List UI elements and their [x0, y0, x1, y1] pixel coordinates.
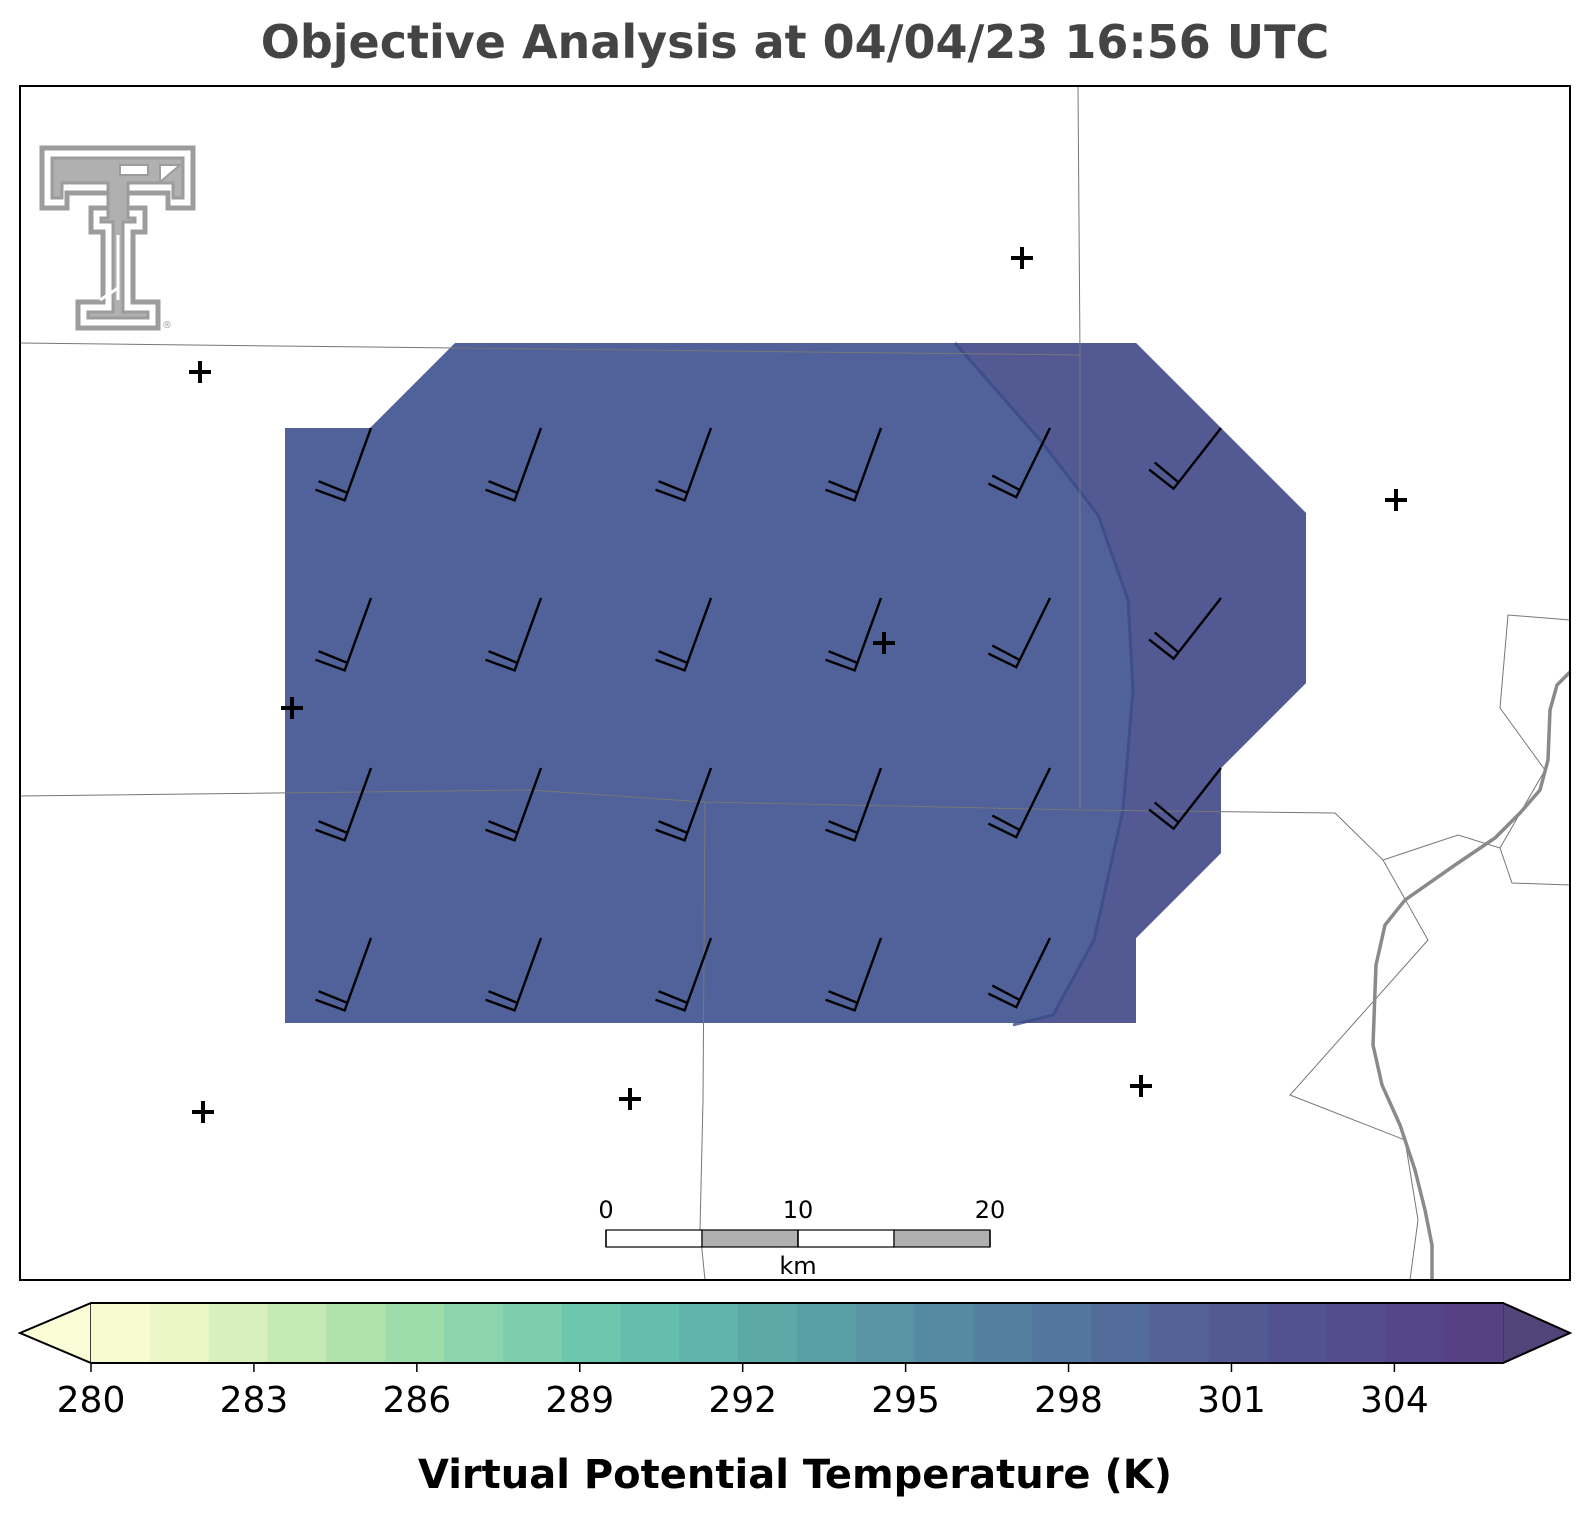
wind-barb-icon: [655, 937, 713, 1012]
colorbar-segment: [1267, 1303, 1328, 1363]
colorbar-segment: [1150, 1303, 1210, 1363]
plus-marker-icon: [189, 361, 211, 383]
colorbar-under-arrow: [18, 1301, 92, 1365]
colorbar-segment: [326, 1303, 386, 1363]
county-boundaries: [20, 86, 1570, 1280]
colorbar-segments: [91, 1303, 1504, 1363]
plus-marker-icon: [281, 697, 303, 719]
colorbar-segment: [561, 1303, 622, 1363]
logo-registered-mark: ®: [162, 320, 172, 331]
colorbar-segment: [208, 1303, 269, 1363]
colorbar-segment: [797, 1303, 857, 1363]
map-panel[interactable]: [20, 86, 1570, 1280]
colorbar-tick-label: 304: [1360, 1380, 1429, 1421]
wind-barb-icon: [1148, 767, 1222, 831]
colorbar-segment: [679, 1303, 739, 1363]
colorbar-segment: [1444, 1303, 1504, 1363]
plus-marker-icon: [619, 1088, 641, 1110]
wind-barb-icon: [825, 767, 883, 842]
wind-barb-icon: [655, 767, 713, 842]
colorbar-segment: [914, 1303, 975, 1363]
scale-label-10: 10: [783, 1196, 814, 1224]
wind-barb-icon: [987, 937, 1052, 1009]
colorbar-segment: [91, 1303, 151, 1363]
contour-line: [953, 342, 1135, 1027]
colorbar-segment: [267, 1303, 327, 1363]
scale-unit: km: [779, 1252, 816, 1280]
wind-barb-icon: [825, 427, 883, 502]
colorbar-segment: [738, 1303, 798, 1363]
colorbar-segment: [1032, 1303, 1092, 1363]
analysis-field-east: [955, 343, 1306, 1023]
wind-barb-icon: [485, 937, 543, 1012]
colorbar: 280 283 286 289 292 295 298 301 304 Virtual Pote…: [17, 1301, 1573, 1498]
analysis-field-main: [285, 343, 1306, 1023]
colorbar-tick-label: 283: [220, 1380, 289, 1421]
wind-barb-icon: [1148, 597, 1222, 661]
colorbar-tick-label: 289: [545, 1380, 614, 1421]
wind-barb-icon: [825, 597, 883, 672]
colorbar-ticks: 280 283 286 289 292 295 298 301 304: [57, 1363, 1429, 1421]
wind-barb-icon: [987, 427, 1052, 499]
wind-barb-icon: [655, 427, 713, 502]
colorbar-over-arrow: [1502, 1301, 1572, 1365]
scale-bar: 0 10 20 km: [598, 1196, 1005, 1280]
wind-barb-icon: [315, 937, 373, 1012]
colorbar-segment: [620, 1303, 680, 1363]
wind-barb-icon: [987, 767, 1052, 839]
colorbar-segment: [502, 1303, 563, 1363]
colorbar-segment: [1208, 1303, 1269, 1363]
plus-marker-icon: [1130, 1075, 1152, 1097]
wind-barb-icon: [1148, 427, 1222, 491]
colorbar-tick-label: 292: [708, 1380, 777, 1421]
colorbar-label: Virtual Potential Temperature (K): [418, 1452, 1172, 1498]
scale-label-0: 0: [598, 1196, 613, 1224]
plus-marker-icon: [1385, 489, 1407, 511]
wind-barb-icon: [315, 427, 373, 502]
wind-barb-icon: [485, 427, 543, 502]
colorbar-segment: [149, 1303, 210, 1363]
wind-barb-icon: [315, 767, 373, 842]
colorbar-segment: [1385, 1303, 1445, 1363]
river: [1371, 670, 1570, 1280]
colorbar-segment: [385, 1303, 445, 1363]
texas-tech-logo-icon: ®: [39, 145, 196, 331]
scale-label-20: 20: [975, 1196, 1006, 1224]
colorbar-tick-label: 301: [1197, 1380, 1266, 1421]
colorbar-tick-label: 295: [871, 1380, 940, 1421]
wind-barb-icon: [315, 597, 373, 672]
colorbar-segment: [855, 1303, 916, 1363]
colorbar-segment: [1326, 1303, 1386, 1363]
wind-barb-icon: [825, 937, 883, 1012]
wind-barb-icon: [485, 767, 543, 842]
plus-marker-icon: [873, 632, 895, 654]
plus-marker-icon: [1011, 247, 1033, 269]
map-title: Objective Analysis at 04/04/23 16:56 UTC: [261, 15, 1330, 69]
colorbar-tick-label: 280: [57, 1380, 126, 1421]
colorbar-segment: [444, 1303, 504, 1363]
colorbar-segment: [1091, 1303, 1151, 1363]
wind-barb-icon: [655, 597, 713, 672]
colorbar-segment: [973, 1303, 1033, 1363]
wind-barb-icon: [987, 597, 1052, 669]
map-frame: [19, 85, 1571, 1281]
colorbar-tick-label: 286: [382, 1380, 451, 1421]
wind-barb-icon: [485, 597, 543, 672]
colorbar-tick-label: 298: [1034, 1380, 1103, 1421]
plus-marker-icon: [192, 1101, 214, 1123]
wind-barbs: [315, 427, 1222, 1012]
station-markers: [189, 247, 1407, 1123]
